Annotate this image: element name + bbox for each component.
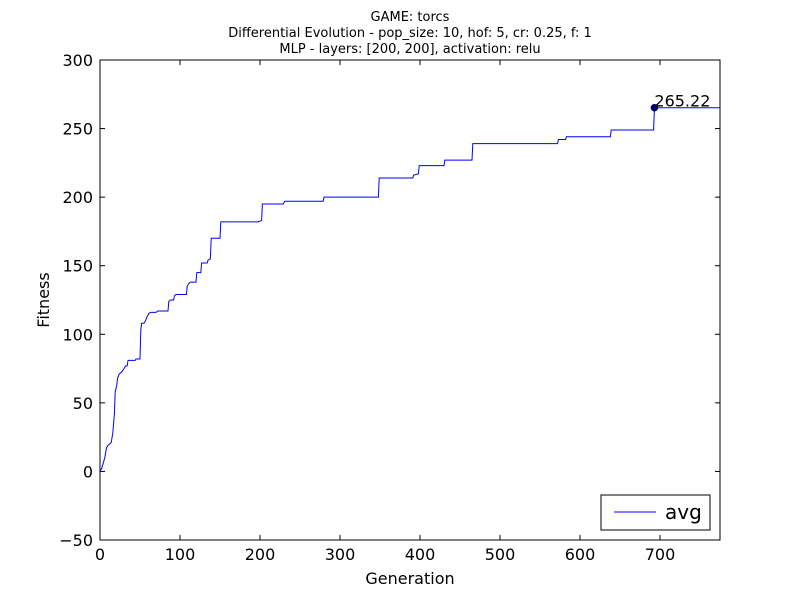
axis-ticks xyxy=(99,59,720,541)
y-tick-label: 50 xyxy=(73,394,93,413)
series-line-avg xyxy=(99,107,720,472)
annotation-layer: 265.22 xyxy=(650,92,710,112)
y-tick-label: 100 xyxy=(62,325,93,344)
x-axis-label: Generation xyxy=(365,569,454,588)
title-line-3: MLP - layers: [200, 200], activation: re… xyxy=(279,42,540,57)
x-tick-labels: 0 100 200 300 400 500 600 700 xyxy=(95,545,675,564)
y-tick-labels: −50 0 50 100 150 200 250 300 xyxy=(59,51,93,550)
y-tick-label: 300 xyxy=(62,51,93,70)
annotation-label: 265.22 xyxy=(654,92,710,111)
x-tick-label: 400 xyxy=(405,545,436,564)
x-tick-label: 500 xyxy=(485,545,516,564)
title-line-1: GAME: torcs xyxy=(371,10,450,25)
y-tick-label: 250 xyxy=(62,120,93,139)
title-line-2: Differential Evolution - pop_size: 10, h… xyxy=(228,26,592,41)
series-layer xyxy=(99,107,720,472)
legend-label-avg: avg xyxy=(665,500,702,524)
y-tick-label: 200 xyxy=(62,188,93,207)
y-tick-label: 150 xyxy=(62,257,93,276)
y-tick-label: 0 xyxy=(83,462,93,481)
annotation-marker xyxy=(650,103,659,112)
plot-frame xyxy=(99,59,721,541)
x-tick-label: 700 xyxy=(645,545,676,564)
x-tick-label: 0 xyxy=(95,545,105,564)
legend: avg xyxy=(600,494,711,531)
y-tick-label: −50 xyxy=(59,531,93,550)
chart-title: GAME: torcs Differential Evolution - pop… xyxy=(228,10,592,57)
x-tick-label: 600 xyxy=(565,545,596,564)
y-axis-label: Fitness xyxy=(34,272,53,327)
x-tick-label: 200 xyxy=(245,545,276,564)
x-tick-label: 100 xyxy=(165,545,196,564)
x-tick-label: 300 xyxy=(325,545,356,564)
